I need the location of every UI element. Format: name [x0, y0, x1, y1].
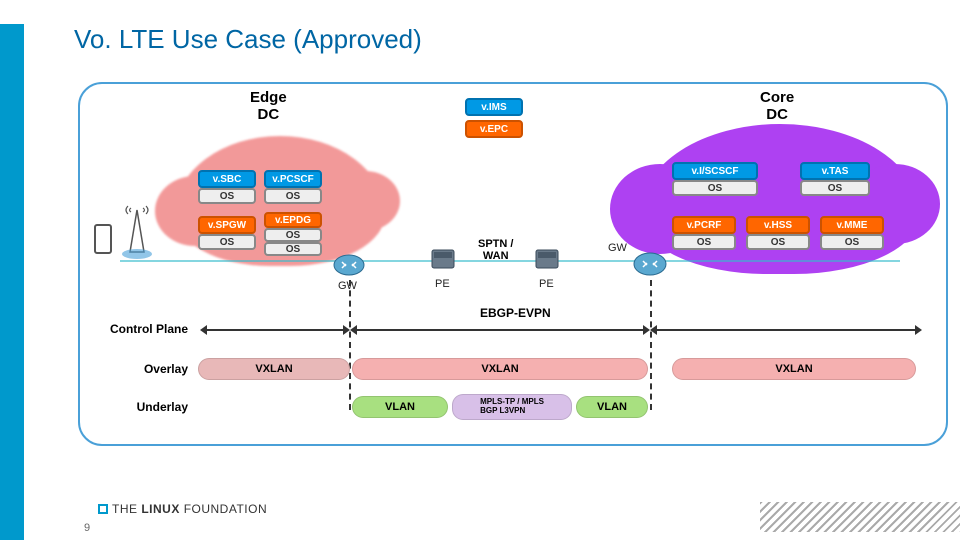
- side-accent-bar: [0, 24, 24, 540]
- mpls-bar: MPLS-TP / MPLS BGP L3VPN: [452, 394, 572, 420]
- vpcscf-os: OS: [264, 188, 322, 204]
- underlay-label: Underlay: [98, 400, 188, 414]
- vspgw-box: v.SPGW: [198, 216, 256, 234]
- vsbc-os: OS: [198, 188, 256, 204]
- gw1-label: GW: [338, 280, 357, 292]
- vepdg-os2: OS: [264, 242, 322, 256]
- vmme-os: OS: [820, 234, 884, 250]
- vxlan-bar-3: VXLAN: [672, 358, 916, 380]
- edge-boundary-line: [349, 280, 351, 410]
- cp-arrow-1: [206, 329, 344, 331]
- vhss-os: OS: [746, 234, 810, 250]
- vhss-box: v.HSS: [746, 216, 810, 234]
- gw2-label: GW: [608, 242, 627, 254]
- vlan-bar-2: VLAN: [576, 396, 648, 418]
- slide-content: Vo. LTE Use Case (Approved) Edge DC Core…: [24, 0, 960, 540]
- vepdg-os: OS: [264, 228, 322, 242]
- corner-hatch-pattern: [760, 502, 960, 532]
- vpcrf-box: v.PCRF: [672, 216, 736, 234]
- cell-tower-icon: [120, 202, 154, 262]
- core-boundary-line: [650, 280, 652, 410]
- pe2-label: PE: [539, 278, 554, 290]
- cp-arrow-2: [356, 329, 644, 331]
- page-number: 9: [84, 522, 90, 534]
- overlay-label: Overlay: [98, 362, 188, 376]
- gw2-router-icon: [632, 250, 668, 278]
- viscscf-box: v.I/SCSCF: [672, 162, 758, 180]
- core-dc-header: Core DC: [760, 90, 794, 123]
- vtas-box: v.TAS: [800, 162, 870, 180]
- core-cloud: [640, 124, 920, 274]
- gw1-router-icon: [332, 252, 366, 278]
- viscscf-os: OS: [672, 180, 758, 196]
- vmme-box: v.MME: [820, 216, 884, 234]
- vpcrf-os: OS: [672, 234, 736, 250]
- ue-phone-icon: [94, 224, 112, 254]
- edge-dc-header: Edge DC: [250, 90, 287, 123]
- vepc-badge: v.EPC: [465, 120, 523, 138]
- vxlan-bar-1: VXLAN: [198, 358, 350, 380]
- slide-title: Vo. LTE Use Case (Approved): [74, 24, 422, 55]
- vepdg-box: v.EPDG: [264, 212, 322, 228]
- vspgw-os: OS: [198, 234, 256, 250]
- pe2-router-icon: [532, 244, 562, 274]
- vtas-os: OS: [800, 180, 870, 196]
- pe1-router-icon: [428, 244, 458, 274]
- pe1-label: PE: [435, 278, 450, 290]
- vlan-bar-1: VLAN: [352, 396, 448, 418]
- control-plane-label: Control Plane: [98, 322, 188, 336]
- ebgp-evpn-label: EBGP-EVPN: [480, 306, 551, 320]
- vsbc-box: v.SBC: [198, 170, 256, 188]
- vpcscf-box: v.PCSCF: [264, 170, 322, 188]
- logo-square-icon: [98, 504, 108, 514]
- cp-arrow-3: [656, 329, 916, 331]
- vims-badge: v.IMS: [465, 98, 523, 116]
- sptn-wan-label: SPTN / WAN: [478, 238, 513, 262]
- network-diagram: Edge DC Core DC v.IMS v.EPC v.SBC OS v.P…: [78, 82, 948, 446]
- linux-foundation-logo: THE LINUX FOUNDATION: [98, 502, 267, 516]
- vxlan-bar-2: VXLAN: [352, 358, 648, 380]
